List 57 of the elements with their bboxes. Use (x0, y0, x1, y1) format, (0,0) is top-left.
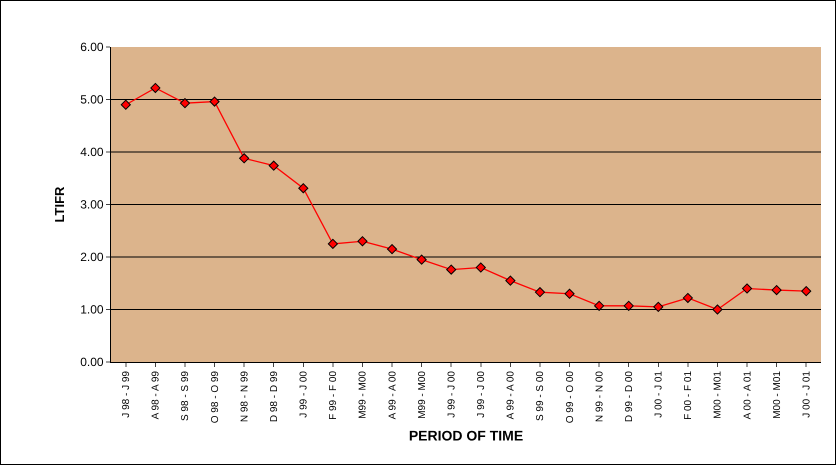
x-tick-label: J 98 - J 99 (121, 370, 132, 418)
x-tick-label: O 99 - O 00 (564, 370, 576, 424)
x-tick-label: J 99 - J 00 (298, 370, 310, 418)
x-tick-label: A 98 - A 99 (150, 370, 162, 420)
x-tick-label: S 99 - S 00 (535, 370, 546, 422)
x-tick-label: F 99 - F 00 (328, 370, 340, 420)
y-tick-label: 4.00 (80, 145, 104, 160)
x-tick-label: J 99 - J 00 (476, 370, 488, 418)
point (682, 292, 693, 303)
y-tick-label: 5.00 (80, 92, 104, 107)
x-tick-label: S 98 - S 99 (180, 370, 192, 422)
point (209, 96, 220, 107)
x-tick-label: J 00 - J 01 (801, 370, 812, 418)
point (624, 300, 634, 311)
point (534, 287, 546, 298)
point (594, 300, 604, 311)
x-tick-label: D 99 - D 00 (624, 370, 635, 422)
point (386, 244, 398, 254)
x-tick-label: J 00 - J 01 (654, 370, 665, 418)
point (564, 288, 575, 299)
point (742, 283, 752, 294)
point (772, 285, 782, 296)
x-tick-label: M99 - M00 (416, 370, 428, 419)
x-tick-label: J 99 - J 00 (446, 370, 458, 418)
point (239, 153, 250, 164)
x-axis-title: PERIOD OF TIME (408, 428, 524, 444)
y-tick-label: 0.00 (80, 355, 104, 370)
x-tick-label: O 98 - O 99 (210, 370, 221, 424)
point (180, 98, 190, 108)
point (505, 276, 516, 286)
x-tick-label: M00 - M01 (712, 370, 724, 419)
point (653, 302, 664, 312)
x-tick-label: M99 - M00 (358, 370, 369, 419)
point (416, 254, 427, 265)
point (268, 160, 279, 171)
x-tick-label: A 00 - A 01 (742, 370, 754, 420)
x-tick-label: A 99 - A 00 (387, 370, 398, 420)
point (476, 262, 486, 273)
point (150, 82, 160, 93)
x-tick-label: D 98 - D 99 (268, 370, 280, 422)
point (357, 236, 368, 246)
point (446, 264, 456, 275)
y-tick-label: 2.00 (80, 250, 104, 264)
x-tick-label: A 99 - A 00 (506, 370, 517, 420)
y-tick-label: 6.00 (80, 40, 104, 54)
x-tick-label: F 00 - F 01 (683, 370, 694, 420)
y-tick-label: 3.00 (80, 198, 104, 212)
point (712, 304, 723, 315)
y-tick-label: 1.00 (80, 302, 104, 317)
y-axis-title: LTIFR (52, 186, 68, 222)
x-tick-label: M00 - M01 (772, 370, 783, 419)
point (298, 183, 308, 194)
x-tick-label: N 98 - N 99 (239, 370, 250, 422)
point (328, 238, 338, 249)
x-tick-label: N 99 - N 00 (594, 370, 606, 422)
point (120, 100, 131, 110)
point (801, 286, 812, 296)
